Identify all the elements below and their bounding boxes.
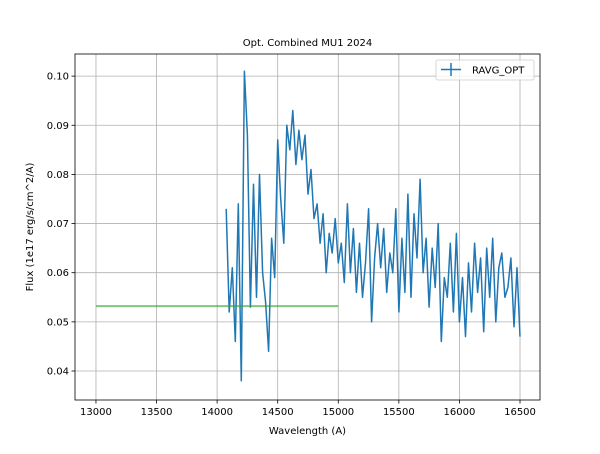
y-tick-label: 0.04	[47, 367, 69, 378]
x-axis-label: Wavelength (A)	[269, 426, 346, 437]
y-tick-label: 0.09	[47, 121, 69, 132]
y-tick-label: 0.06	[47, 268, 69, 279]
x-tick-label: 16000	[444, 407, 476, 418]
legend: RAVG_OPT	[435, 59, 535, 81]
x-tick-label: 13000	[80, 407, 112, 418]
x-tick-label: 15500	[383, 407, 415, 418]
legend-errorbar-icon	[441, 63, 461, 76]
x-tick-label: 16500	[504, 407, 536, 418]
y-tick-label: 0.10	[47, 72, 69, 83]
chart-title: Opt. Combined MU1 2024	[243, 38, 372, 49]
x-tick-label: 15000	[322, 407, 354, 418]
x-tick-label: 13500	[141, 407, 173, 418]
plot-frame	[74, 53, 541, 401]
y-tick-label: 0.07	[47, 219, 69, 230]
x-tick-label: 14500	[262, 407, 294, 418]
series-line-ravg-opt	[225, 70, 521, 382]
grid	[75, 54, 540, 400]
ticks: 13000 13500 14000 14500 15000 15500 16000 16500…	[47, 72, 536, 418]
legend-label: RAVG_OPT	[472, 66, 525, 77]
series-layer	[96, 70, 521, 382]
x-tick-label: 14000	[201, 407, 233, 418]
y-tick-label: 0.05	[47, 317, 69, 328]
y-axis-label: Flux (1e17 erg/s/cm^2/A)	[25, 163, 36, 292]
y-tick-label: 0.08	[47, 170, 69, 181]
